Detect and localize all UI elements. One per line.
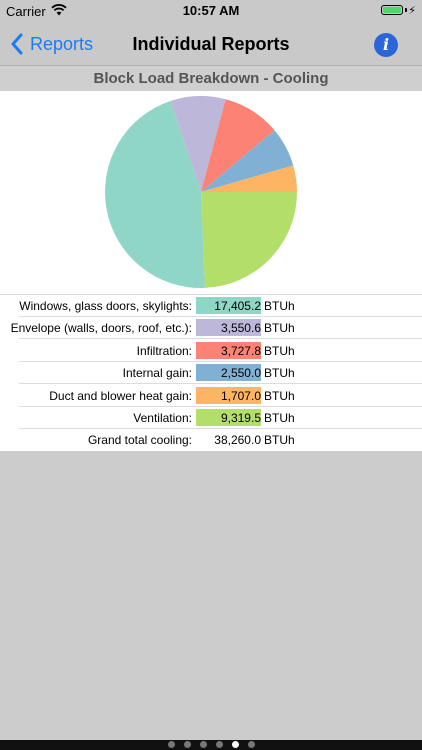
row-divider xyxy=(19,338,422,340)
row-value: 3,550.6 xyxy=(220,321,261,336)
pie-slice xyxy=(201,130,294,192)
row-value: 17,405.2 xyxy=(214,299,261,313)
page-dot[interactable] xyxy=(231,741,239,748)
page-dot[interactable] xyxy=(167,741,175,748)
battery-icon xyxy=(381,5,403,15)
back-button-label: Reports xyxy=(30,34,94,54)
page-control[interactable] xyxy=(0,740,422,750)
row-color-swatch xyxy=(196,297,261,314)
pie-chart-area xyxy=(0,91,422,294)
row-divider xyxy=(19,383,422,385)
table-row: Grand total cooling: 38,260.0 BTUh xyxy=(0,429,422,451)
row-label: Duct and blower heat gain: xyxy=(49,388,192,403)
row-divider xyxy=(19,428,422,429)
row-color-swatch xyxy=(196,409,261,426)
row-value: 9,319.5 xyxy=(220,411,261,425)
battery-nub xyxy=(405,8,407,12)
row-color-swatch xyxy=(196,341,261,359)
row-unit: BTUh xyxy=(264,433,295,448)
row-color-swatch xyxy=(196,364,261,382)
info-icon[interactable]: i xyxy=(374,33,398,57)
row-value: 38,260.0 xyxy=(214,433,261,448)
page-dot[interactable] xyxy=(183,741,191,748)
row-unit: BTUh xyxy=(264,321,295,336)
row-label: Windows, glass doors, skylights: xyxy=(19,299,192,313)
row-unit: BTUh xyxy=(264,366,295,381)
table-row: Envelope (walls, doors, roof, etc.): 3,55… xyxy=(0,317,422,340)
page-dot[interactable] xyxy=(215,741,223,748)
battery-level xyxy=(383,7,401,13)
status-time: 10:57 AM xyxy=(182,3,240,18)
page-title: Individual Reports xyxy=(132,34,290,54)
table-row: Windows, glass doors, skylights: 17,405.2… xyxy=(0,295,422,317)
row-value: 3,727.8 xyxy=(220,343,261,358)
row-divider xyxy=(19,405,422,407)
row-value: 2,550.0 xyxy=(220,366,261,381)
pie-chart xyxy=(105,96,297,288)
row-label: Ventilation: xyxy=(133,411,192,425)
table-row: Internal gain: 2,550.0 BTUh xyxy=(0,362,422,385)
chart-title: Block Load Breakdown - Cooling xyxy=(0,66,422,91)
row-unit: BTUh xyxy=(264,343,295,358)
wifi-icon xyxy=(51,4,67,16)
pie-slice xyxy=(170,96,226,192)
row-color-swatch xyxy=(196,319,261,337)
carrier-label: Carrier xyxy=(6,4,46,19)
row-color-swatch xyxy=(196,386,261,404)
row-unit: BTUh xyxy=(264,388,295,403)
row-divider xyxy=(19,316,422,317)
table-row: Duct and blower heat gain: 1,707.0 BTUh xyxy=(0,385,422,407)
page-dot[interactable] xyxy=(247,741,255,748)
row-unit: BTUh xyxy=(264,411,295,425)
row-label: Grand total cooling: xyxy=(87,433,192,448)
status-bar: Carrier 10:57 AM ⚡ xyxy=(0,0,422,22)
row-label: Internal gain: xyxy=(122,366,192,381)
row-unit: BTUh xyxy=(264,299,295,313)
pie-slice xyxy=(105,100,205,288)
pie-slice xyxy=(201,165,297,192)
row-value: 1,707.0 xyxy=(220,388,261,403)
breakdown-table: Windows, glass doors, skylights: 17,405.2… xyxy=(0,294,422,451)
table-row: Ventilation: 9,319.5 BTUh xyxy=(0,407,422,429)
row-divider xyxy=(19,360,422,362)
table-row: Infiltration: 3,727.8 BTUh xyxy=(0,340,422,362)
charging-bolt-icon: ⚡ xyxy=(408,5,416,17)
pie-slice xyxy=(201,99,275,192)
page-dot[interactable] xyxy=(199,741,207,748)
chevron-left-icon xyxy=(11,33,23,55)
row-label: Envelope (walls, doors, roof, etc.): xyxy=(10,321,192,336)
row-label: Infiltration: xyxy=(136,343,192,358)
navigation-bar: Reports Individual Reports i xyxy=(0,22,422,66)
pie-slice xyxy=(201,192,297,288)
